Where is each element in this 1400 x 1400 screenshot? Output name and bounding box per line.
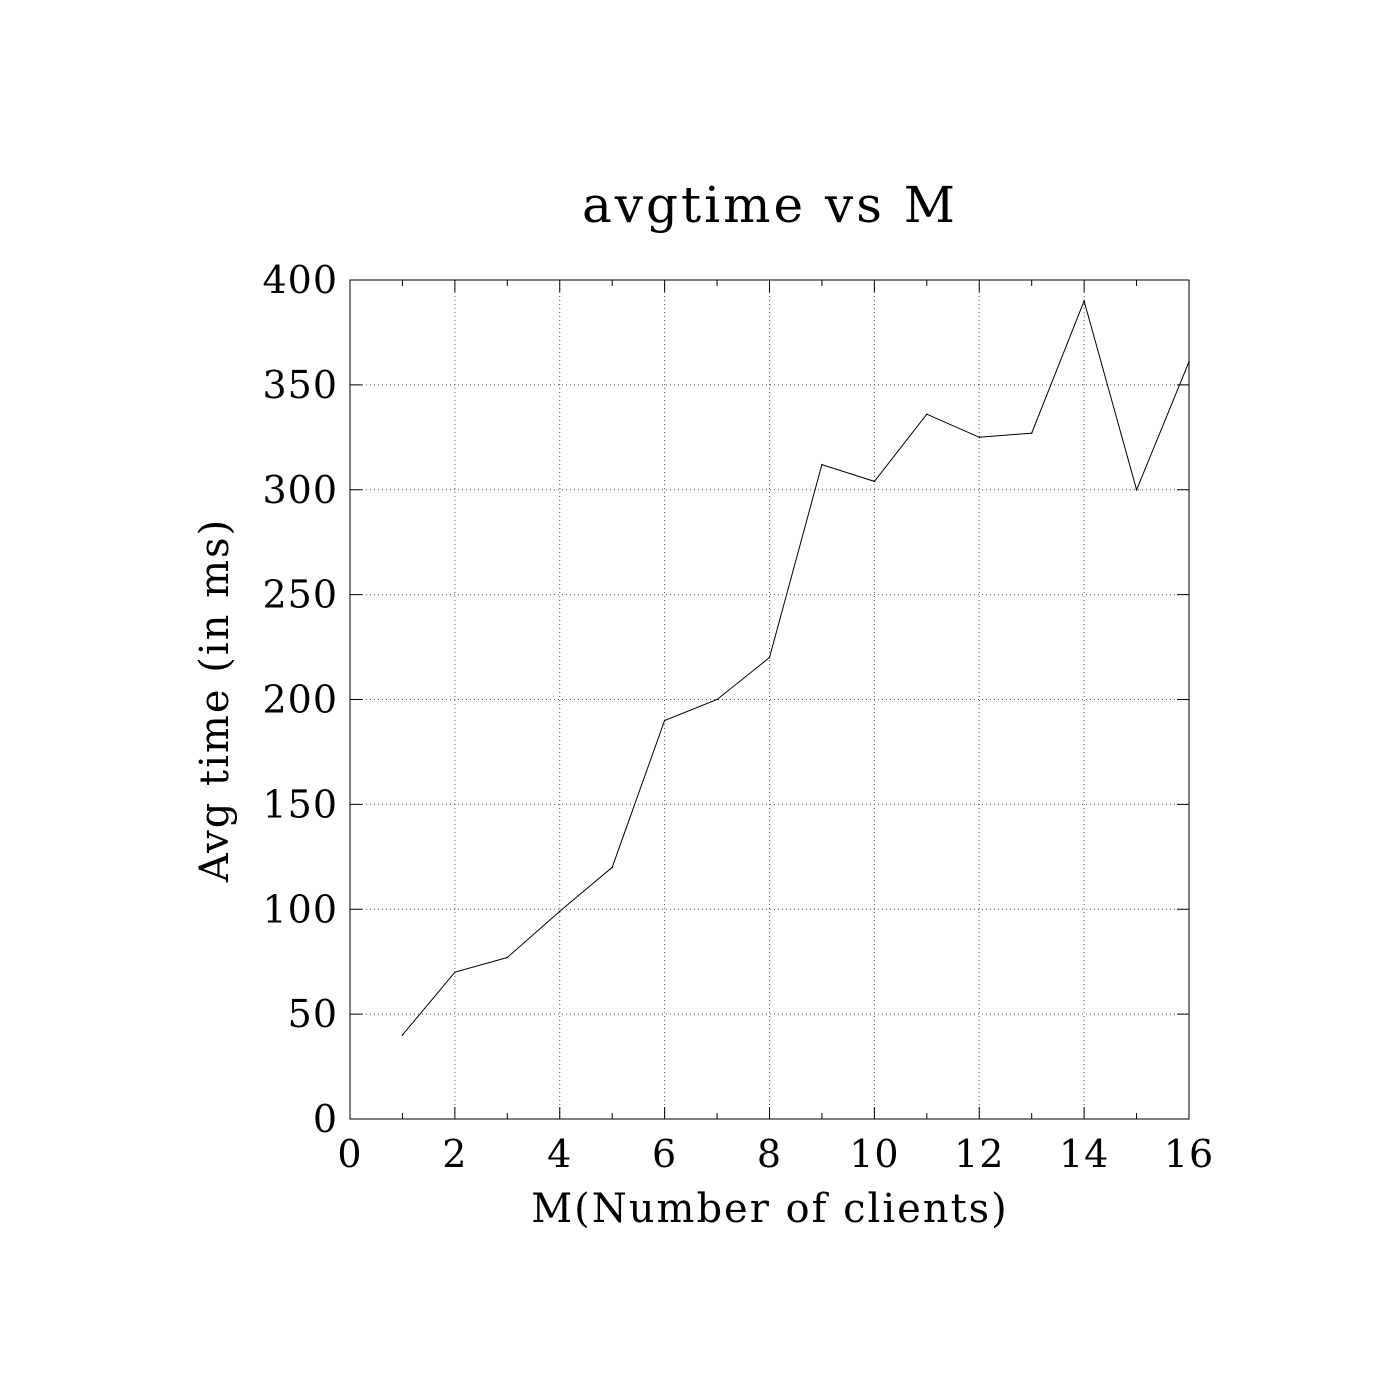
y-tick-label: 250 (262, 573, 338, 617)
x-tick-label: 6 (652, 1132, 677, 1176)
data-point (506, 956, 509, 959)
y-tick-label: 0 (313, 1097, 338, 1141)
ticks (349, 279, 1190, 1120)
y-tick-label: 300 (262, 468, 338, 512)
y-tick-label: 200 (262, 678, 338, 722)
y-tick-label: 100 (262, 887, 338, 931)
data-point (611, 866, 613, 869)
y-axis-label: Avg time (in ms) (192, 518, 238, 883)
data-point (558, 910, 561, 913)
plot-frame (349, 279, 1190, 1120)
data-point (1135, 488, 1138, 491)
data-point (926, 413, 928, 416)
x-tick-label: 14 (1059, 1132, 1109, 1176)
x-tick-label: 0 (337, 1132, 362, 1176)
y-tick-label: 150 (262, 782, 338, 826)
x-tick-label: 10 (849, 1132, 899, 1176)
x-tick-label: 16 (1164, 1132, 1214, 1176)
data-point (1188, 361, 1190, 363)
data-point (1083, 300, 1085, 302)
grid (350, 280, 1189, 1119)
x-tick-label: 8 (757, 1132, 782, 1176)
x-tick-label: 12 (954, 1132, 1004, 1176)
data-point (873, 480, 876, 483)
data-point (401, 1034, 404, 1036)
data-point (768, 656, 771, 659)
x-tick-label: 4 (547, 1132, 572, 1176)
data-point (454, 971, 456, 973)
data-point (821, 463, 823, 466)
data-point (716, 698, 718, 701)
chart-title: avgtime vs M (582, 176, 958, 234)
data-point (1030, 432, 1033, 434)
data-point (663, 719, 666, 722)
y-tick-label: 400 (262, 258, 338, 302)
series-line (402, 299, 1190, 1036)
y-tick-label: 50 (288, 992, 338, 1036)
data-point (978, 436, 981, 439)
series-layer (401, 299, 1190, 1036)
y-tick-label: 350 (262, 363, 338, 407)
x-tick-label: 2 (442, 1132, 467, 1176)
x-axis-label: M(Number of clients) (531, 1186, 1009, 1232)
tick-labels: 0 2 4 6 8 10 12 14 16 0 50 100 150 200 250 300 350 400 (262, 258, 1214, 1176)
